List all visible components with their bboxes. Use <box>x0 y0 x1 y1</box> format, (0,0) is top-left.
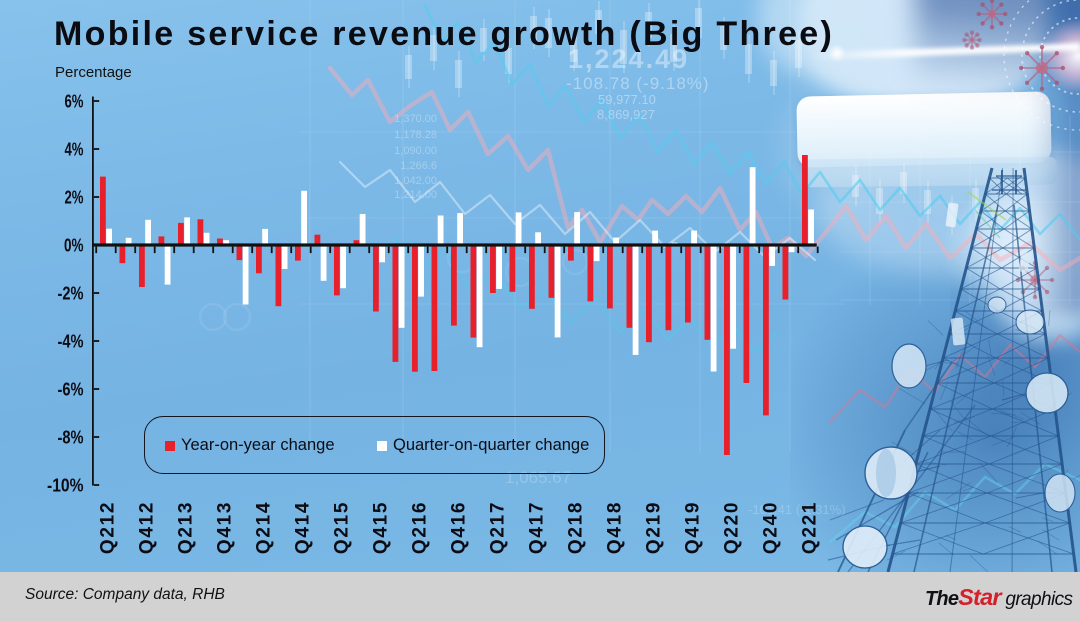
svg-text:1,042.00: 1,042.00 <box>394 175 437 187</box>
svg-text:Q414: Q414 <box>292 501 313 554</box>
svg-text:-8%: -8% <box>58 427 84 448</box>
svg-text:Q212: Q212 <box>97 501 118 554</box>
svg-text:Q216: Q216 <box>409 501 430 554</box>
svg-text:1,224.49: 1,224.49 <box>568 44 689 74</box>
svg-text:Q412: Q412 <box>136 501 157 554</box>
svg-text:-101.41 (-1.31%): -101.41 (-1.31%) <box>748 502 846 517</box>
svg-text:1,370.00: 1,370.00 <box>394 113 437 125</box>
svg-text:Q213: Q213 <box>175 501 196 554</box>
svg-text:Q215: Q215 <box>331 501 352 554</box>
svg-text:Q413: Q413 <box>214 501 235 554</box>
svg-text:Q417: Q417 <box>526 501 547 554</box>
svg-text:-6%: -6% <box>58 379 84 400</box>
svg-text:Q416: Q416 <box>448 501 469 554</box>
svg-text:Q221: Q221 <box>799 501 820 554</box>
svg-text:-10%: -10% <box>47 475 84 496</box>
svg-text:Q220: Q220 <box>721 501 742 554</box>
svg-text:2%: 2% <box>65 187 84 208</box>
svg-text:6%: 6% <box>65 91 84 112</box>
svg-text:Q419: Q419 <box>682 501 703 554</box>
svg-text:-4%: -4% <box>58 331 84 352</box>
svg-text:8,869,927: 8,869,927 <box>597 107 655 122</box>
svg-text:Q219: Q219 <box>643 501 664 554</box>
svg-text:59,977.10: 59,977.10 <box>598 92 656 107</box>
svg-text:Q418: Q418 <box>604 501 625 554</box>
svg-text:1,214.00: 1,214.00 <box>394 189 437 201</box>
svg-text:Q218: Q218 <box>565 501 586 554</box>
svg-text:4%: 4% <box>65 139 84 160</box>
svg-text:Q415: Q415 <box>370 501 391 554</box>
svg-text:Q240: Q240 <box>760 501 781 554</box>
svg-text:-108.78 (-9.18%): -108.78 (-9.18%) <box>566 74 710 93</box>
svg-text:1,178.28: 1,178.28 <box>394 129 437 141</box>
svg-text:1,090.00: 1,090.00 <box>394 145 437 157</box>
svg-text:0%: 0% <box>64 235 84 256</box>
svg-text:Q214: Q214 <box>253 501 274 554</box>
svg-text:1,266.6: 1,266.6 <box>400 160 437 172</box>
svg-text:1,065.67: 1,065.67 <box>505 468 571 487</box>
svg-text:-2%: -2% <box>58 283 84 304</box>
svg-text:Q217: Q217 <box>487 501 508 554</box>
